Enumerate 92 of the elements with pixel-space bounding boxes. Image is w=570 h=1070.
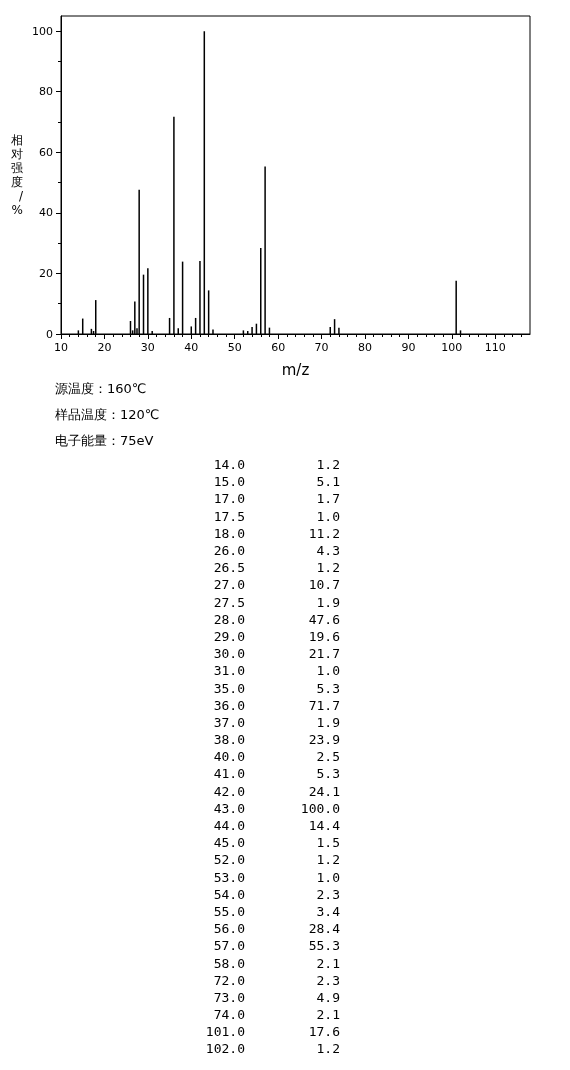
x-tick-label: 110 [484, 341, 506, 354]
data-label: 5.1 [315, 473, 340, 491]
data-label: 19.6 [307, 627, 340, 646]
y-tick-label: 80 [39, 85, 53, 99]
category-label: 58.0 [212, 954, 245, 972]
data-label: 11.2 [307, 524, 340, 542]
data-label: 17.6 [307, 1023, 340, 1041]
data-label: 1.2 [315, 559, 340, 577]
data-label: 5.3 [315, 765, 340, 783]
data-label: 14.4 [307, 817, 340, 835]
category-label: 42.0 [212, 782, 245, 800]
x-tick-label: 90 [401, 341, 416, 354]
category-label: 26.0 [212, 542, 245, 560]
y-tick-label: 20 [39, 266, 53, 280]
category-label: 38.0 [212, 731, 245, 749]
data-label: 1.7 [315, 490, 340, 508]
data-label: 28.4 [307, 920, 340, 938]
category-label: 72.0 [212, 971, 245, 989]
x-tick-label: 30 [140, 341, 155, 354]
y-tick-label: 0 [46, 327, 53, 341]
data-label: 1.9 [315, 713, 340, 731]
category-label: 101.0 [204, 1023, 245, 1041]
category-label: 56.0 [212, 920, 245, 938]
category-label: 52.0 [212, 851, 245, 869]
category-label: 102.0 [204, 1040, 245, 1058]
category-label: 54.0 [212, 885, 245, 903]
category-label: 57.0 [212, 937, 245, 955]
data-label: 1.0 [315, 662, 340, 680]
data-label: 21.7 [307, 645, 340, 663]
category-label: 43.0 [212, 799, 245, 817]
y-tick-label: 100 [32, 24, 53, 38]
category-label: 14.0 [212, 456, 245, 474]
x-tick-label: 80 [357, 341, 372, 354]
data-label: 3.4 [315, 902, 340, 921]
category-label: 55.0 [212, 902, 245, 921]
y-tick-label: 60 [39, 145, 53, 159]
category-label: 28.0 [212, 610, 245, 628]
data-label: 2.3 [315, 971, 340, 989]
category-label: 30.0 [212, 645, 245, 663]
data-label: 23.9 [307, 731, 340, 749]
category-label: 29.0 [212, 627, 245, 646]
category-label: 36.0 [212, 696, 245, 714]
data-label: 2.5 [315, 748, 340, 766]
data-label: 55.3 [307, 937, 340, 955]
x-tick-label: 100 [441, 341, 463, 354]
data-label: 4.3 [315, 542, 340, 560]
data-label: 4.9 [315, 988, 340, 1006]
data-label: 1.5 [315, 834, 340, 852]
data-label: 71.7 [307, 696, 340, 714]
data-label: 5.3 [315, 679, 340, 697]
category-label: 53.0 [212, 868, 245, 886]
category-label: 73.0 [212, 988, 245, 1006]
text: 样品温度：120℃ [55, 407, 160, 422]
data-label: 2.1 [315, 954, 340, 972]
category-label: 17.0 [212, 490, 245, 508]
category-label: 17.5 [212, 507, 245, 525]
data-label: 1.0 [315, 868, 340, 886]
data-label: 1.0 [315, 507, 340, 525]
data-label: 1.9 [315, 593, 340, 611]
data-label: 1.2 [315, 851, 340, 869]
text: 电子能量：75eV [55, 433, 154, 448]
data-label: 1.2 [315, 456, 340, 474]
data-label: 100.0 [299, 799, 340, 817]
category-label: 35.0 [212, 679, 245, 697]
category-label: 40.0 [212, 748, 245, 766]
category-label: 27.0 [212, 576, 245, 594]
data-label: 47.6 [307, 610, 340, 628]
category-label: 31.0 [212, 662, 245, 680]
data-label: 10.7 [307, 576, 340, 594]
category-label: 18.0 [212, 524, 245, 542]
x-tick-label: 60 [271, 341, 286, 354]
data-label: 1.2 [315, 1040, 340, 1058]
y-tick-label: 40 [39, 206, 53, 220]
category-label: 45.0 [212, 834, 245, 852]
x-tick-label: 70 [314, 341, 329, 354]
x-tick-label: 10 [54, 341, 68, 354]
x-tick-label: 40 [184, 341, 199, 354]
category-label: 15.0 [212, 473, 245, 491]
x-tick-label: 50 [227, 341, 242, 354]
y-axis-title: 相对强度/% [11, 133, 24, 217]
x-axis-title: m/z [281, 360, 310, 379]
category-label: 74.0 [212, 1006, 245, 1024]
text: 源温度：160℃ [55, 381, 147, 396]
category-label: 27.5 [212, 593, 245, 611]
data-label: 2.3 [315, 885, 340, 903]
category-label: 37.0 [212, 713, 245, 731]
category-label: 26.5 [212, 559, 245, 577]
category-label: 41.0 [212, 765, 245, 783]
x-tick-label: 20 [97, 341, 112, 354]
category-label: 44.0 [212, 817, 245, 835]
data-label: 24.1 [307, 782, 340, 800]
data-label: 2.1 [315, 1006, 340, 1024]
